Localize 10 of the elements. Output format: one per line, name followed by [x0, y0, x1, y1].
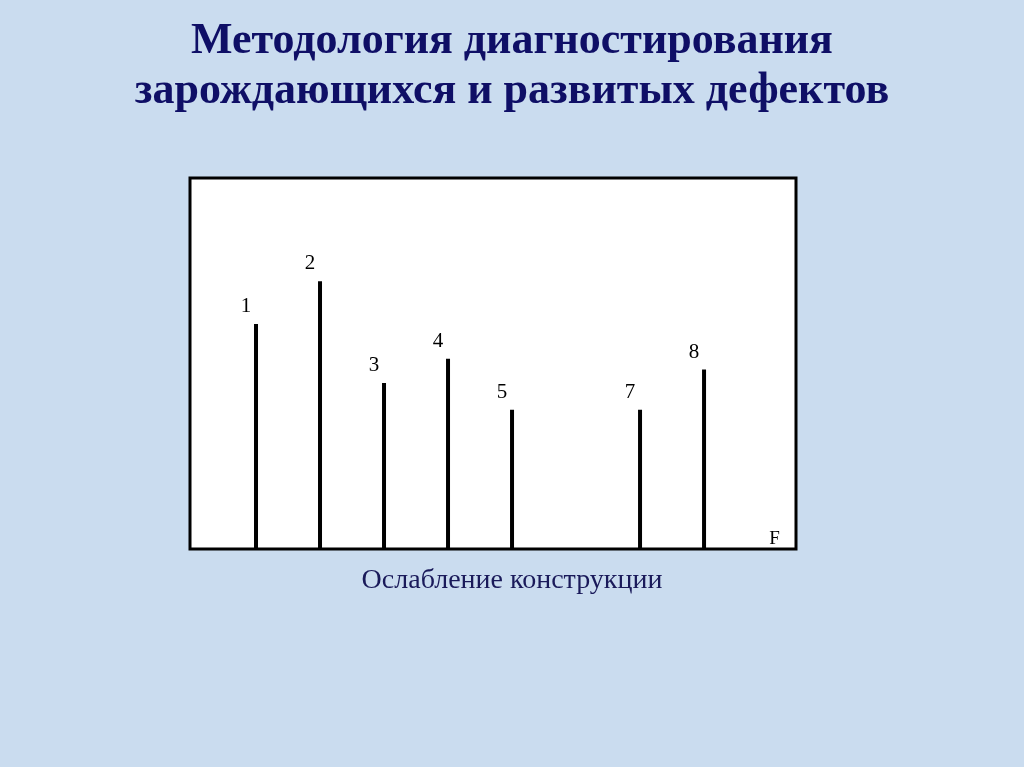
x-tick-label: 8 [688, 338, 700, 363]
x-tick-label: 1 [240, 293, 252, 317]
chart-title: Методология диагностирования зарождающихся и развитых дефектов [133, 14, 891, 114]
x-tick-label: 4 [432, 327, 444, 352]
x-axis-title: F [769, 526, 780, 548]
x-tick-label: 7 [624, 378, 636, 403]
x-tick-label: 5 [496, 378, 508, 403]
x-tick-label: 3 [368, 351, 380, 376]
text: Ослабление конструкции [360, 562, 664, 596]
x-tick-label: 2 [304, 250, 316, 275]
